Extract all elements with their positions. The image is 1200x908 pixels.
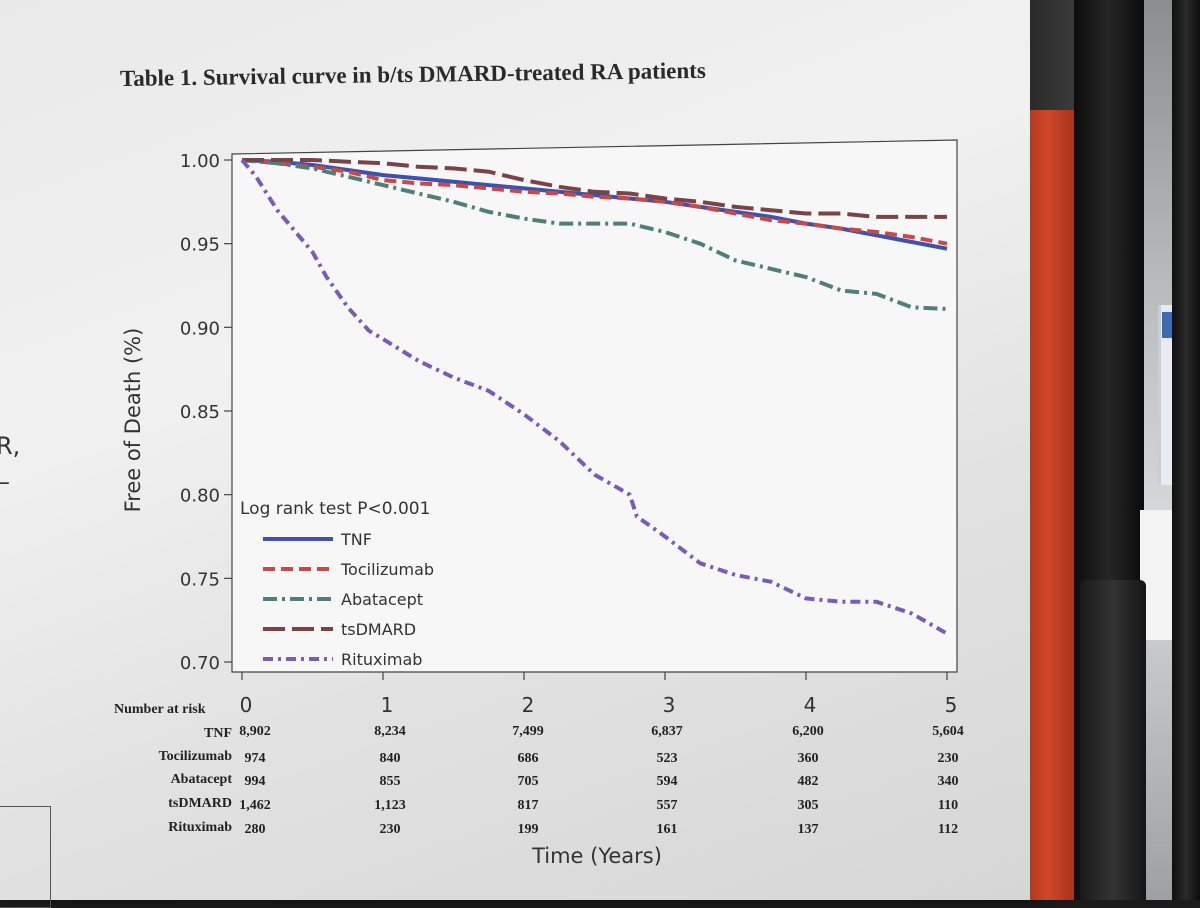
- y-tick-label-1: 0.75: [180, 569, 220, 590]
- second-stand-pole: [1172, 0, 1200, 900]
- legend-label-tnf: TNF: [340, 530, 372, 549]
- risk-cell-abatacept-1: 855: [379, 774, 401, 789]
- risk-row-label-abatacept: Abatacept: [170, 772, 232, 787]
- survival-chart: 0.70 0.75 0.80 0.85 0.90 0.95 1.00 0 1 2 3 4 5 Log …: [121, 139, 958, 868]
- legend-label-abatacept: Abatacept: [341, 590, 423, 609]
- risk-cell-tocilizumab-5: 230: [937, 751, 959, 766]
- plot-area-frame: [231, 139, 958, 673]
- risk-cell-rituximab-3: 161: [656, 822, 678, 837]
- risk-cell-abatacept-2: 705: [517, 774, 539, 789]
- left-margin-text-2: –: [0, 468, 10, 496]
- poster-board-edge: [1030, 110, 1074, 900]
- legend-label-rituximab: Rituximab: [341, 650, 422, 669]
- x-tick-label-5: 5: [945, 693, 958, 717]
- risk-cell-rituximab-0: 280: [244, 822, 266, 837]
- risk-cell-tsdmard-2: 817: [517, 798, 539, 813]
- legend: Log rank test P<0.001 TNF Tocilizumab Abata…: [240, 499, 434, 669]
- risk-cell-rituximab-1: 230: [379, 822, 401, 837]
- risk-cell-tsdmard-3: 557: [656, 798, 678, 813]
- risk-cell-rituximab-2: 199: [517, 822, 539, 837]
- y-tick-label-3: 0.85: [180, 402, 220, 423]
- risk-table-header: Number at risk: [114, 702, 206, 717]
- risk-cell-tnf-0: 8,902: [239, 724, 271, 739]
- risk-cell-tsdmard-4: 305: [797, 798, 819, 813]
- series-line-tocilizumab: [241, 158, 948, 246]
- risk-row-label-tsdmard: tsDMARD: [168, 796, 232, 811]
- y-tick-label-2: 0.80: [180, 486, 220, 507]
- x-tick-label-1: 1: [381, 693, 394, 717]
- series-line-tsdmard: [242, 158, 947, 219]
- risk-cell-tnf-4: 6,200: [792, 724, 824, 739]
- risk-cell-rituximab-4: 137: [797, 822, 819, 837]
- risk-cell-abatacept-4: 482: [797, 774, 819, 789]
- risk-cell-tsdmard-5: 110: [937, 798, 959, 813]
- x-axis: 0 1 2 3 4 5: [240, 672, 958, 717]
- risk-cell-abatacept-3: 594: [656, 774, 678, 789]
- risk-cell-tocilizumab-4: 360: [797, 751, 819, 766]
- y-axis: 0.70 0.75 0.80 0.85 0.90 0.95 1.00: [180, 151, 232, 674]
- y-tick-label-4: 0.90: [180, 318, 220, 339]
- risk-cell-abatacept-0: 994: [244, 774, 266, 789]
- series-lines: [240, 158, 948, 636]
- series-line-tnf: [241, 158, 948, 251]
- x-tick-label-3: 3: [663, 693, 676, 717]
- board-top-frame: [1030, 0, 1074, 110]
- risk-cell-tocilizumab-2: 686: [517, 751, 539, 766]
- risk-cell-abatacept-5: 340: [937, 774, 959, 789]
- y-tick-label-6: 1.00: [180, 151, 220, 172]
- x-axis-label: Time (Years): [531, 844, 662, 868]
- risk-row-label-rituximab: Rituximab: [168, 820, 232, 835]
- series-line-abatacept: [241, 158, 948, 311]
- x-tick-label-2: 2: [522, 693, 535, 717]
- risk-cell-tsdmard-1: 1,123: [374, 798, 406, 813]
- risk-cell-tnf-2: 7,499: [512, 724, 544, 739]
- legend-label-tocilizumab: Tocilizumab: [340, 560, 434, 579]
- risk-cell-tocilizumab-1: 840: [379, 751, 401, 766]
- risk-cell-tsdmard-0: 1,462: [239, 798, 271, 813]
- left-margin-text-1: R,: [0, 432, 21, 460]
- risk-cell-tnf-3: 6,837: [651, 724, 683, 739]
- legend-label-tsdmard: tsDMARD: [341, 620, 416, 639]
- y-tick-label-0: 0.70: [180, 653, 220, 674]
- series-line-rituximab: [240, 158, 948, 636]
- x-tick-label-4: 4: [804, 693, 817, 717]
- x-tick-label-0: 0: [240, 693, 253, 717]
- risk-cell-tocilizumab-3: 523: [656, 751, 678, 766]
- y-axis-label: Free of Death (%): [121, 328, 145, 513]
- risk-cell-tnf-5: 5,604: [932, 724, 964, 739]
- risk-row-label-tnf: TNF: [204, 726, 232, 741]
- y-tick-label-5: 0.95: [180, 235, 220, 256]
- risk-cell-tocilizumab-0: 974: [244, 751, 266, 766]
- risk-cell-rituximab-5: 112: [937, 822, 959, 837]
- stand-clamp: [1080, 580, 1146, 900]
- plot-frame: [231, 139, 958, 673]
- risk-cell-tnf-1: 8,234: [374, 724, 406, 739]
- risk-row-label-tocilizumab: Tocilizumab: [158, 749, 232, 764]
- legend-title: Log rank test P<0.001: [240, 499, 430, 519]
